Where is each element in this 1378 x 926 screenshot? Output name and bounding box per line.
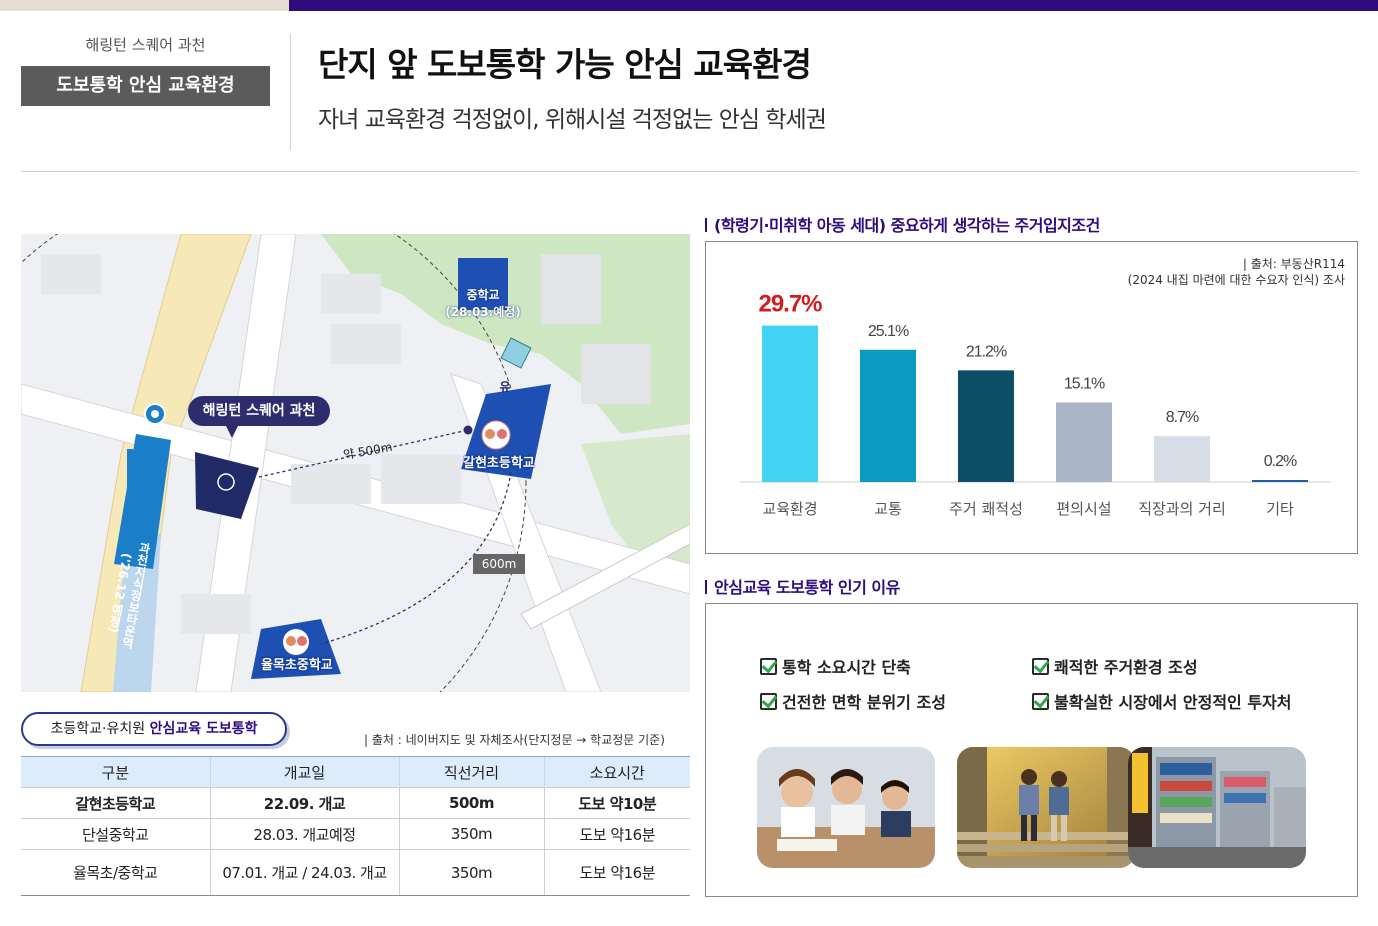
- reasons-box: 통학 소요시간 단축 쾌적한 주거환경 조성 건전한 면학 분위기 조성 불확실…: [705, 603, 1358, 897]
- bar-chart: 29.7% 교육환경 25.1% 교통 21.2% 주거 쾌적성 15.1% 편의시설 8.7%…: [740, 291, 1331, 518]
- table-header-row: 구분 개교일 직선거리 소요시간: [21, 756, 690, 788]
- chart-panel-title: (학령기·미취학 아동 세대) 중요하게 생각하는 주거입지조건: [705, 212, 1100, 236]
- section-tag: 도보통학 안심 교육환경: [21, 66, 270, 106]
- chart-value-label: 0.2%: [1264, 453, 1297, 470]
- reason-item: 쾌적한 주거환경 조성: [1032, 654, 1198, 678]
- checkbox-icon: [1032, 692, 1049, 710]
- chart-category-label: 기타: [1266, 500, 1294, 518]
- school-table-pill: 초등학교·유치원 안심교육 도보통학: [21, 712, 287, 746]
- walking-to-school-photo: [957, 747, 1135, 868]
- location-map[interactable]: 중학교 (28.03.예정) 유 갈현초등학교 율목초중학교 해링턴 스퀘어 과…: [21, 234, 690, 692]
- table-cell: 갈현초등학교: [21, 787, 210, 819]
- chart-value-label: 21.2%: [966, 343, 1007, 360]
- chart-category-label: 교육환경: [762, 500, 817, 518]
- yulmok-school-label: 율목초중학교: [261, 658, 333, 673]
- chart-value-label: 25.1%: [868, 323, 909, 340]
- table-cell: 단설중학교: [21, 818, 210, 850]
- table-row: 갈현초등학교 22.09. 개교 500m 도보 약10분: [21, 787, 690, 819]
- table-header: 직선거리: [398, 756, 544, 788]
- page-title: 단지 앞 도보통학 가능 안심 교육환경: [318, 45, 812, 84]
- table-cell: 도보 약16분: [543, 849, 690, 896]
- street-shops-photo: [1128, 747, 1306, 868]
- brand-name: 해링턴 스퀘어 과천: [85, 36, 206, 54]
- chart-category-label: 편의시설: [1056, 500, 1111, 518]
- table-cell: 07.01. 개교 / 24.03. 개교: [209, 849, 399, 896]
- checkbox-icon: [1032, 657, 1049, 675]
- students-classroom-photo: [757, 747, 935, 868]
- middle-school-label: 중학교 (28.03.예정): [445, 288, 521, 319]
- reason-item: 불확실한 시장에서 안정적인 투자처: [1032, 689, 1292, 713]
- chart-category-label: 직장과의 거리: [1138, 500, 1226, 518]
- chart-category-label: 교통: [874, 500, 902, 518]
- header-divider: [290, 34, 291, 150]
- top-accent-bar-right: [289, 0, 1378, 11]
- chart-bar: [1252, 480, 1308, 482]
- table-source: | 출처 : 네이버지도 및 자체조사(단지정문 → 학교정문 기준): [364, 733, 665, 747]
- chart-value-label: 8.7%: [1166, 409, 1199, 426]
- table-cell: 도보 약10분: [543, 787, 690, 819]
- site-callout[interactable]: 해링턴 스퀘어 과천: [188, 396, 330, 426]
- chart-value-label: 15.1%: [1064, 375, 1105, 392]
- map-graphic: [21, 234, 690, 692]
- header-rule: [21, 171, 1358, 172]
- reason-item: 건전한 면학 분위기 조성: [760, 689, 946, 713]
- table-cell: 도보 약16분: [543, 818, 690, 850]
- reason-item: 통학 소요시간 단축: [760, 654, 911, 678]
- chart-bar: [762, 325, 818, 482]
- chart-category-label: 주거 쾌적성: [949, 500, 1023, 518]
- table-cell: 350m: [398, 849, 544, 896]
- galhyeon-school-label: 갈현초등학교: [463, 456, 535, 471]
- chart-bar: [1056, 402, 1112, 482]
- chart-bar: [1154, 436, 1210, 482]
- top-accent-bar-left: [0, 0, 289, 11]
- school-table: 구분 개교일 직선거리 소요시간 갈현초등학교 22.09. 개교 500m 도…: [21, 756, 690, 896]
- chart-value-label: 29.7%: [758, 291, 822, 318]
- table-cell: 350m: [398, 818, 544, 850]
- checkbox-icon: [760, 692, 777, 710]
- table-cell: 22.09. 개교: [209, 787, 399, 819]
- chart-bar: [860, 349, 916, 482]
- page-subtitle: 자녀 교육환경 걱정없이, 위해시설 걱정없는 안심 학세권: [318, 107, 827, 133]
- callout-pointer: [225, 424, 239, 438]
- kindergarten-label: 유: [499, 380, 511, 394]
- reasons-panel-title: 안심교육 도보통학 인기 이유: [705, 574, 900, 598]
- table-cell: 28.03. 개교예정: [209, 818, 399, 850]
- table-row: 단설중학교 28.03. 개교예정 350m 도보 약16분: [21, 818, 690, 850]
- table-cell: 율목초/중학교: [21, 849, 210, 896]
- distance-600-badge: 600m: [473, 554, 525, 574]
- checkbox-icon: [760, 657, 777, 675]
- table-row: 율목초/중학교 07.01. 개교 / 24.03. 개교 350m 도보 약1…: [21, 849, 690, 896]
- table-header: 개교일: [209, 756, 399, 788]
- table-cell: 500m: [398, 787, 544, 819]
- table-header: 소요시간: [543, 756, 690, 788]
- chart-box: | 출처: 부동산R114 (2024 내집 마련에 대한 수요자 인식) 조사…: [705, 241, 1358, 554]
- chart-source: | 출처: 부동산R114 (2024 내집 마련에 대한 수요자 인식) 조사: [1127, 257, 1345, 287]
- chart-bar: [958, 370, 1014, 482]
- table-header: 구분: [21, 756, 210, 788]
